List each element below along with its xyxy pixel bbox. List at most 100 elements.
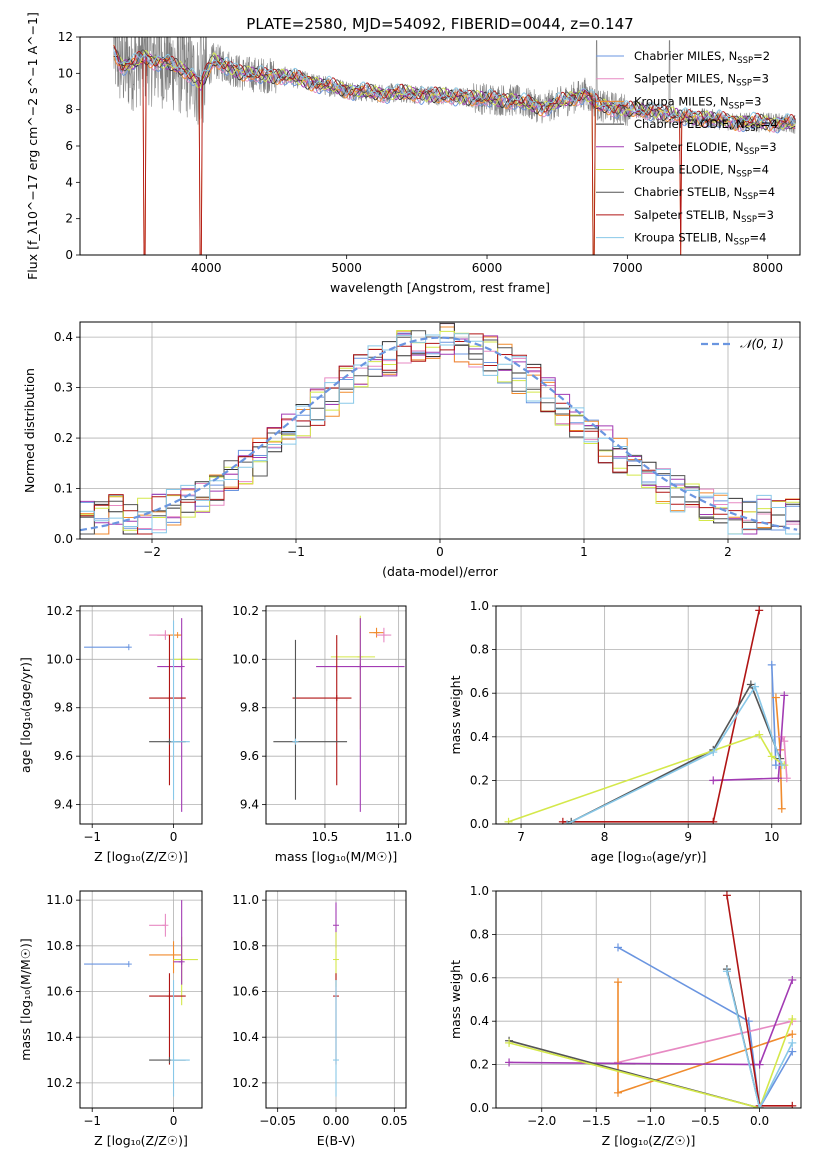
y-tick-label: 10.2 bbox=[232, 1076, 259, 1090]
y-tick-label: 9.8 bbox=[240, 701, 259, 715]
y-tick-label: 4 bbox=[65, 175, 73, 189]
y-tick-label: 6 bbox=[65, 139, 73, 153]
y-tick-label: 9.6 bbox=[240, 749, 259, 763]
y-axis-label: Flux [f_λ10^−17 erg cm^−2 s^−1 A^−1] bbox=[25, 12, 40, 280]
x-axis-label: Z [log₁₀(Z/Z☉)] bbox=[94, 849, 188, 864]
y-tick-label: 0.0 bbox=[470, 1101, 489, 1115]
model-line-9 bbox=[113, 49, 796, 128]
y-tick-label: 10.2 bbox=[46, 604, 73, 618]
y-axis-label: Normed distribution bbox=[22, 368, 37, 493]
x-tick-label: 0.05 bbox=[381, 1114, 408, 1128]
y-tick-label: 0.4 bbox=[54, 330, 73, 344]
x-axis-label: age [log₁₀(age/yr)] bbox=[591, 849, 707, 864]
plot-area bbox=[84, 618, 198, 812]
legend-label: Salpeter ELODIE, NSSP=3 bbox=[634, 140, 777, 157]
x-tick-label: 8000 bbox=[752, 261, 783, 275]
y-tick-label: 10.8 bbox=[46, 939, 73, 953]
weight-series-1 bbox=[771, 664, 777, 766]
y-tick-label: 11.0 bbox=[46, 893, 73, 907]
x-tick-label: 2 bbox=[724, 545, 732, 559]
y-tick-label: 0 bbox=[65, 248, 73, 262]
axes-frame bbox=[265, 605, 407, 825]
x-tick-label: −1 bbox=[83, 830, 101, 844]
x-tick-label: 4000 bbox=[191, 261, 222, 275]
y-tick-label: 1.0 bbox=[470, 884, 489, 898]
legend-label: Chabrier ELODIE, NSSP=4 bbox=[634, 117, 778, 134]
histogram-series-9 bbox=[80, 333, 800, 535]
legend-label: Kroupa STELIB, NSSP=4 bbox=[634, 231, 766, 248]
x-tick-label: 10 bbox=[764, 830, 779, 844]
y-tick-label: 9.4 bbox=[54, 798, 73, 812]
y-tick-label: 0.0 bbox=[54, 532, 73, 546]
histogram-series-5 bbox=[80, 333, 800, 535]
x-tick-label: 0 bbox=[170, 830, 178, 844]
legend-label: Salpeter MILES, NSSP=3 bbox=[634, 72, 769, 89]
x-axis-label: wavelength [Angstrom, rest frame] bbox=[330, 280, 550, 295]
plot-area bbox=[504, 606, 791, 824]
model-line-7 bbox=[113, 46, 796, 130]
plot-area bbox=[84, 900, 198, 1097]
axes-frame bbox=[495, 890, 802, 1109]
y-axis-label: age [log₁₀(age/yr)] bbox=[18, 657, 33, 773]
weight-series-7 bbox=[508, 1018, 794, 1108]
x-tick-label: 10.5 bbox=[312, 830, 339, 844]
x-tick-label: −1 bbox=[287, 545, 305, 559]
plot-area bbox=[113, 37, 797, 255]
y-tick-label: 0.1 bbox=[54, 482, 73, 496]
y-tick-label: 11.0 bbox=[232, 893, 259, 907]
y-tick-label: 0.8 bbox=[470, 643, 489, 657]
weight-series-7 bbox=[508, 733, 785, 823]
y-tick-label: 10 bbox=[58, 66, 73, 80]
x-axis-label: (data-model)/error bbox=[382, 564, 499, 579]
y-tick-label: 2 bbox=[65, 212, 73, 226]
x-tick-label: −1.0 bbox=[636, 1114, 665, 1128]
x-tick-label: 8 bbox=[601, 830, 609, 844]
legend: Chabrier MILES, NSSP=2 Salpeter MILES, NS… bbox=[596, 49, 778, 248]
y-tick-label: 10.4 bbox=[232, 1030, 259, 1044]
y-tick-label: 10.2 bbox=[46, 1076, 73, 1090]
normal-curve bbox=[80, 336, 798, 532]
legend-label: Salpeter STELIB, NSSP=3 bbox=[634, 208, 774, 225]
y-tick-label: 0.8 bbox=[470, 927, 489, 941]
y-tick-label: 10.0 bbox=[46, 652, 73, 666]
panel-weight-vs-Z: −2.0 −1.5 −1.0 −0.5 0.0 0.0 0.2 0.4 0.6 0.8 1.0 Z [… bbox=[448, 884, 802, 1148]
panel-mass-vs-Z: −1 0 10.2 10.4 10.6 10.8 11.0 Z [log₁₀(Z/Z☉)] ma… bbox=[18, 890, 203, 1148]
y-tick-label: 0.4 bbox=[470, 730, 489, 744]
x-tick-label: −2 bbox=[143, 545, 161, 559]
legend-label: Chabrier MILES, NSSP=2 bbox=[634, 49, 770, 66]
x-tick-label: 6000 bbox=[472, 261, 503, 275]
x-tick-label: −1.5 bbox=[582, 1114, 611, 1128]
y-tick-label: 9.8 bbox=[54, 701, 73, 715]
y-tick-label: 10.6 bbox=[46, 985, 73, 999]
y-tick-label: 0.3 bbox=[54, 381, 73, 395]
weight-series-6 bbox=[570, 682, 781, 823]
x-axis-label: E(B-V) bbox=[317, 1133, 356, 1148]
axes-frame bbox=[79, 605, 203, 825]
y-tick-label: 1.0 bbox=[470, 599, 489, 613]
legend-label: Kroupa MILES, NSSP=3 bbox=[634, 94, 761, 111]
y-tick-label: 0.2 bbox=[470, 1058, 489, 1072]
panel-age-vs-Z: −1 0 9.4 9.6 9.8 10.0 10.2 Z [log₁₀(Z/Z☉)] age [… bbox=[18, 604, 203, 864]
axes-frame bbox=[495, 605, 802, 825]
y-tick-label: 0.0 bbox=[470, 817, 489, 831]
x-tick-label: −0.5 bbox=[691, 1114, 720, 1128]
y-tick-label: 0.2 bbox=[54, 431, 73, 445]
x-tick-label: 7000 bbox=[612, 261, 643, 275]
y-tick-label: 12 bbox=[58, 30, 73, 44]
x-tick-label: 5000 bbox=[331, 261, 362, 275]
y-tick-label: 10.4 bbox=[46, 1030, 73, 1044]
x-tick-label: −0.05 bbox=[259, 1114, 296, 1128]
x-tick-label: −2.0 bbox=[527, 1114, 556, 1128]
plot-area bbox=[333, 902, 339, 1097]
panel-spectrum: 4000 5000 6000 7000 8000 0 2 4 6 8 10 12 wavelength … bbox=[25, 12, 801, 295]
y-tick-label: 0.4 bbox=[470, 1014, 489, 1028]
plot-area bbox=[273, 615, 405, 812]
legend-label: 𝒩(0, 1) bbox=[740, 337, 784, 351]
y-tick-label: 9.6 bbox=[54, 749, 73, 763]
y-axis-label: mass [log₁₀(M/M☉)] bbox=[18, 938, 33, 1060]
x-tick-label: −1 bbox=[83, 1114, 101, 1128]
y-tick-label: 10.2 bbox=[232, 604, 259, 618]
y-axis-label: mass weight bbox=[448, 960, 463, 1039]
legend-label: Kroupa ELODIE, NSSP=4 bbox=[634, 163, 769, 180]
